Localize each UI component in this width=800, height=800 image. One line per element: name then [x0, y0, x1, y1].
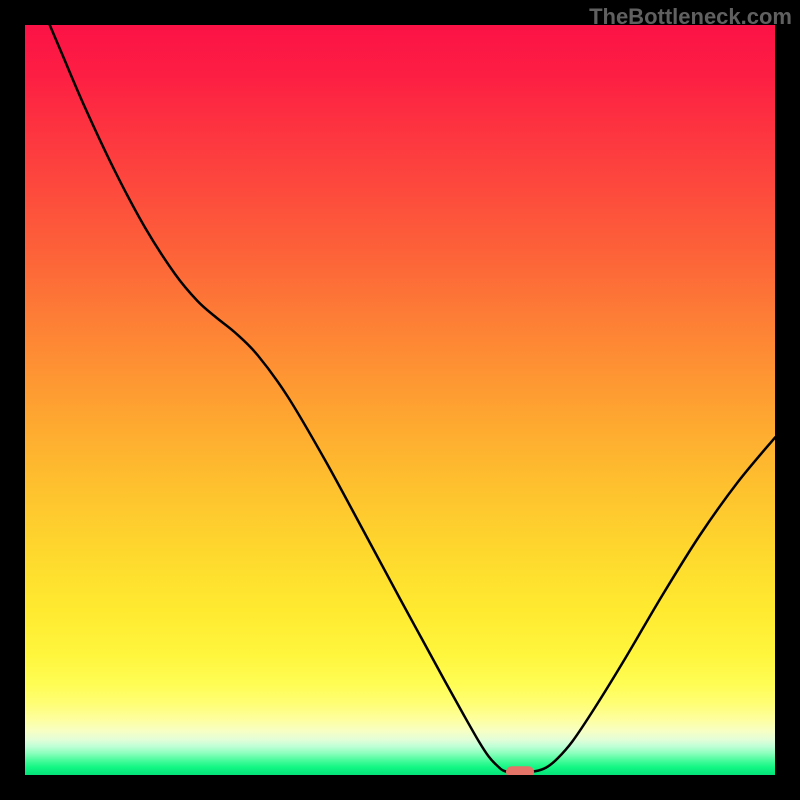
watermark-text: TheBottleneck.com — [589, 4, 792, 30]
bottleneck-chart — [0, 0, 800, 800]
gradient-background — [25, 25, 775, 775]
chart-wrapper: { "canvas": { "width": 800, "height": 80… — [0, 0, 800, 800]
